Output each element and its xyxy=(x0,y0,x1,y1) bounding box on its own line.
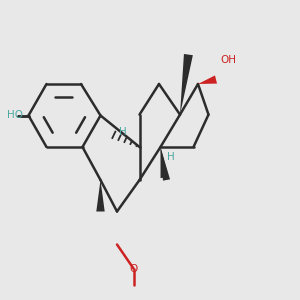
Text: O: O xyxy=(129,263,138,274)
Polygon shape xyxy=(198,75,217,84)
Text: H: H xyxy=(167,152,175,162)
Text: OH: OH xyxy=(220,55,236,65)
Polygon shape xyxy=(160,147,170,181)
Text: H: H xyxy=(119,127,127,137)
Polygon shape xyxy=(160,147,168,178)
Polygon shape xyxy=(180,54,193,115)
Polygon shape xyxy=(96,180,105,212)
Text: HO: HO xyxy=(8,110,23,121)
